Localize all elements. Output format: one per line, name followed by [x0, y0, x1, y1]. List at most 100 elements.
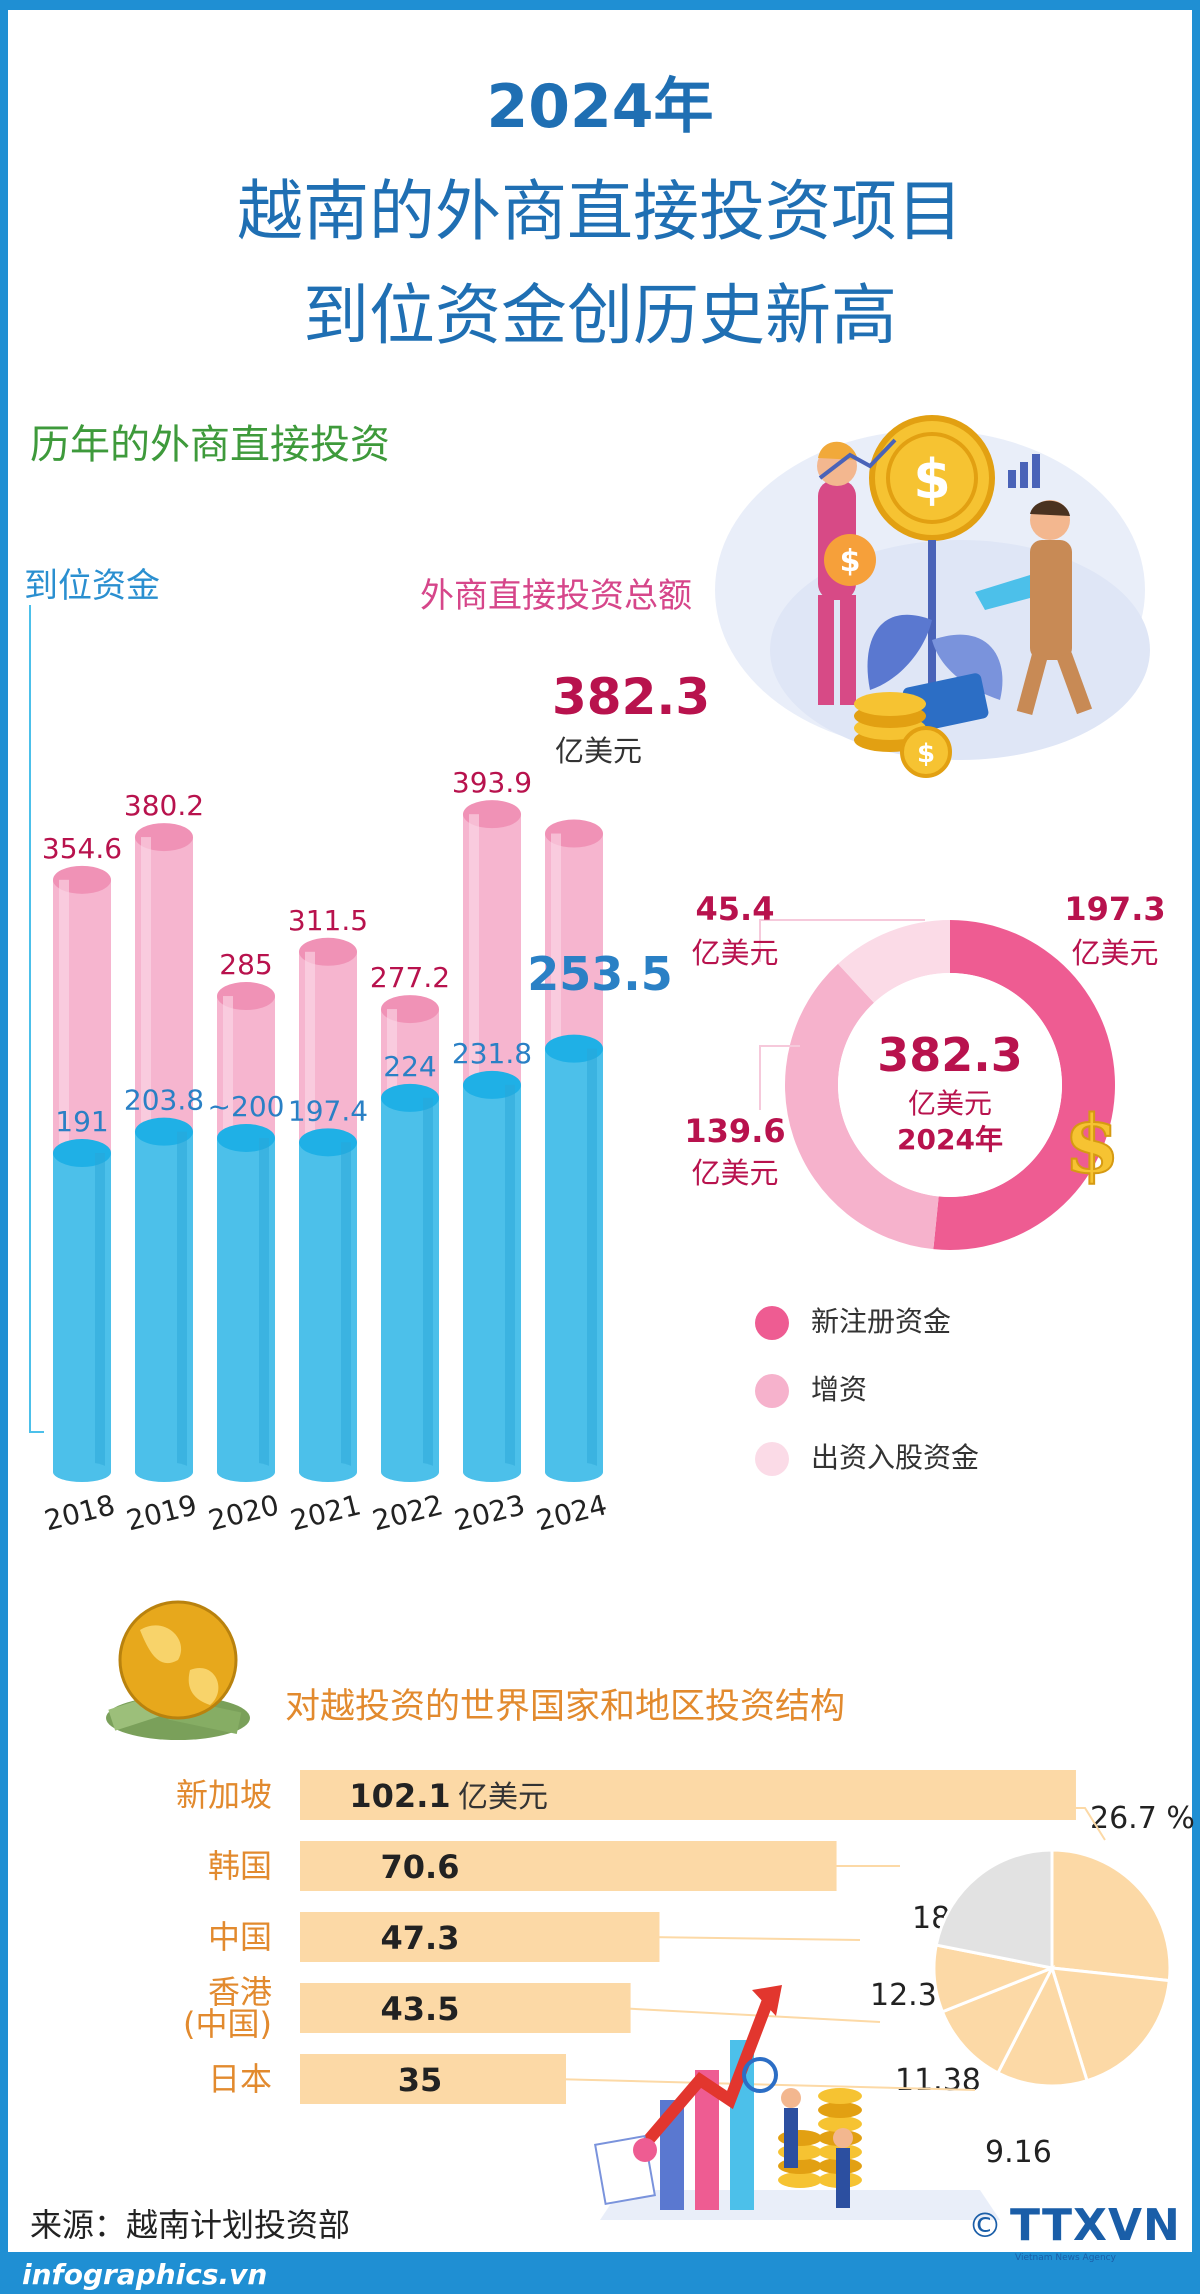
donut-center-unit: 亿美元	[907, 1087, 992, 1120]
pie-slice-0	[1050, 1848, 1172, 1983]
year-tick-2023: 2023	[451, 1488, 528, 1537]
donut-chart	[759, 919, 1116, 1250]
disbursed-bar-shade-2024	[587, 1048, 597, 1472]
country-pie-chart	[932, 1848, 1172, 2088]
globe-money-icon	[106, 1600, 250, 1740]
bar-base-2022	[381, 1462, 439, 1482]
donut-hole	[838, 973, 1062, 1197]
section-heading-country-structure: 对越投资的世界国家和地区投资结构	[285, 1687, 846, 1727]
svg-text:$: $	[913, 448, 951, 511]
leader-line-increase	[759, 1045, 800, 1110]
donut-center-value: 382.3	[877, 1028, 1023, 1082]
total-value-label-2019: 380.2	[124, 789, 204, 822]
pie-slice-1	[1049, 1966, 1171, 2083]
disbursed-value-label-2021: 197.4	[288, 1094, 368, 1127]
disbursed-value-label-2018: 191	[55, 1105, 108, 1138]
disbursed-bar-shade-2022	[423, 1097, 433, 1472]
leader-line-3	[616, 2007, 881, 2023]
slice-increase-unit: 亿美元	[691, 1156, 779, 1190]
legend-dot-new-registered	[755, 1306, 789, 1340]
legend-dot-increase	[755, 1374, 789, 1408]
legend-label: 增资	[811, 1373, 868, 1406]
bar-base-2024	[545, 1462, 603, 1482]
total-value-label-2022: 277.2	[370, 961, 450, 994]
agency-logo-subtitle: Vietnam News Agency	[1015, 2253, 1116, 2263]
leader-line-equity	[759, 919, 925, 962]
bar-base-2023	[463, 1462, 521, 1482]
country-value-4: 35	[398, 2061, 443, 2099]
leader-line-2	[644, 1936, 861, 1941]
slice-equity-value: 45.4	[695, 890, 775, 928]
country-value-3: 43.5	[381, 1990, 460, 2028]
country-share-3: 11.38	[895, 2063, 981, 2098]
disbursed-bar-shade-2018	[95, 1153, 105, 1472]
fdi-bar-chart: 354.6 191 2018 380.2 203.8 2019 285 ~200 2020 311…	[41, 766, 610, 1537]
country-label-4-0: 日本	[208, 2060, 272, 2098]
leader-line-0	[1060, 1807, 1106, 1841]
donut-slice-2	[837, 920, 950, 1003]
bar-base-2019	[135, 1462, 193, 1482]
country-share-0: 26.7 %	[1090, 1801, 1195, 1836]
title-line-3: 到位资金创历史新高	[303, 277, 897, 354]
total-2024-unit: 亿美元	[555, 734, 643, 768]
country-bar-4	[300, 2054, 566, 2104]
legend-label: 新注册资金	[811, 1305, 952, 1338]
disbursed-bar-shade-2023	[505, 1084, 515, 1472]
left-border	[0, 0, 8, 2294]
growth-illustration	[594, 1985, 1000, 2220]
donut-center-year: 2024年	[897, 1123, 1003, 1156]
legend-item-increase: 增资	[755, 1368, 867, 1408]
total-value-label-2021: 311.5	[288, 904, 368, 937]
disbursed-value-label-2022: 224	[383, 1050, 436, 1083]
pie-slice-2	[995, 1964, 1089, 2088]
country-value-0: 102.1	[349, 1777, 450, 1815]
disbursed-value-label-2019: 203.8	[124, 1084, 204, 1117]
disbursed-value-label-2020: ~200	[208, 1090, 285, 1123]
total-value-label-2023: 393.9	[452, 766, 532, 799]
dollar-icon: $	[1064, 1097, 1120, 1191]
country-label-0-0: 新加坡	[176, 1776, 272, 1814]
footer-site: infographics.vn	[22, 2258, 268, 2291]
svg-text:$: $	[840, 544, 861, 579]
bar-base-2018	[53, 1462, 111, 1482]
country-label-1-0: 韩国	[208, 1847, 272, 1885]
country-bar-3	[300, 1983, 631, 2033]
total-value-label-2018: 354.6	[42, 832, 122, 865]
label-disbursed-capital: 到位资金	[24, 566, 160, 606]
label-total-fdi: 外商直接投资总额	[420, 576, 692, 616]
year-tick-2018: 2018	[41, 1488, 118, 1537]
slice-new-registered-unit: 亿美元	[1071, 936, 1159, 970]
country-label-3-1: (中国)	[183, 2005, 272, 2043]
leader-line-4	[552, 2078, 976, 2091]
title-line-2: 越南的外商直接投资项目	[237, 173, 963, 250]
country-bar-1	[300, 1841, 837, 1891]
axis-bracket	[29, 605, 44, 1433]
copyright-icon: ©	[968, 2206, 1002, 2246]
investment-illustration: $ $ $	[715, 415, 1150, 778]
svg-text:$: $	[917, 739, 935, 769]
bar-base-2020	[217, 1462, 275, 1482]
year-tick-2020: 2020	[205, 1488, 282, 1537]
slice-new-registered-value: 197.3	[1064, 890, 1166, 928]
disbursed-bar-shade-2019	[177, 1131, 187, 1472]
slice-increase-value: 139.6	[684, 1112, 786, 1150]
country-label-2-0: 中国	[208, 1918, 272, 1956]
year-tick-2019: 2019	[123, 1488, 200, 1537]
total-value-label-2020: 285	[219, 948, 272, 981]
section-heading-fdi-years: 历年的外商直接投资	[30, 422, 390, 468]
disbursed-value-label-2023: 231.8	[452, 1037, 532, 1070]
agency-logo: TTXVN	[1010, 2200, 1181, 2251]
pie-slice-3	[940, 1965, 1056, 2075]
country-value-unit: 亿美元	[458, 1780, 548, 1815]
slice-equity-unit: 亿美元	[691, 936, 779, 970]
legend-item-new-registered: 新注册资金	[755, 1300, 951, 1340]
disbursed-bar-shade-2021	[341, 1142, 351, 1472]
year-tick-2022: 2022	[369, 1488, 446, 1537]
country-bar-2	[300, 1912, 660, 1962]
pie-slice-5	[934, 1848, 1054, 1970]
legend-dot-equity	[755, 1442, 789, 1476]
year-tick-2021: 2021	[287, 1488, 364, 1537]
donut-slice-0	[933, 920, 1116, 1250]
